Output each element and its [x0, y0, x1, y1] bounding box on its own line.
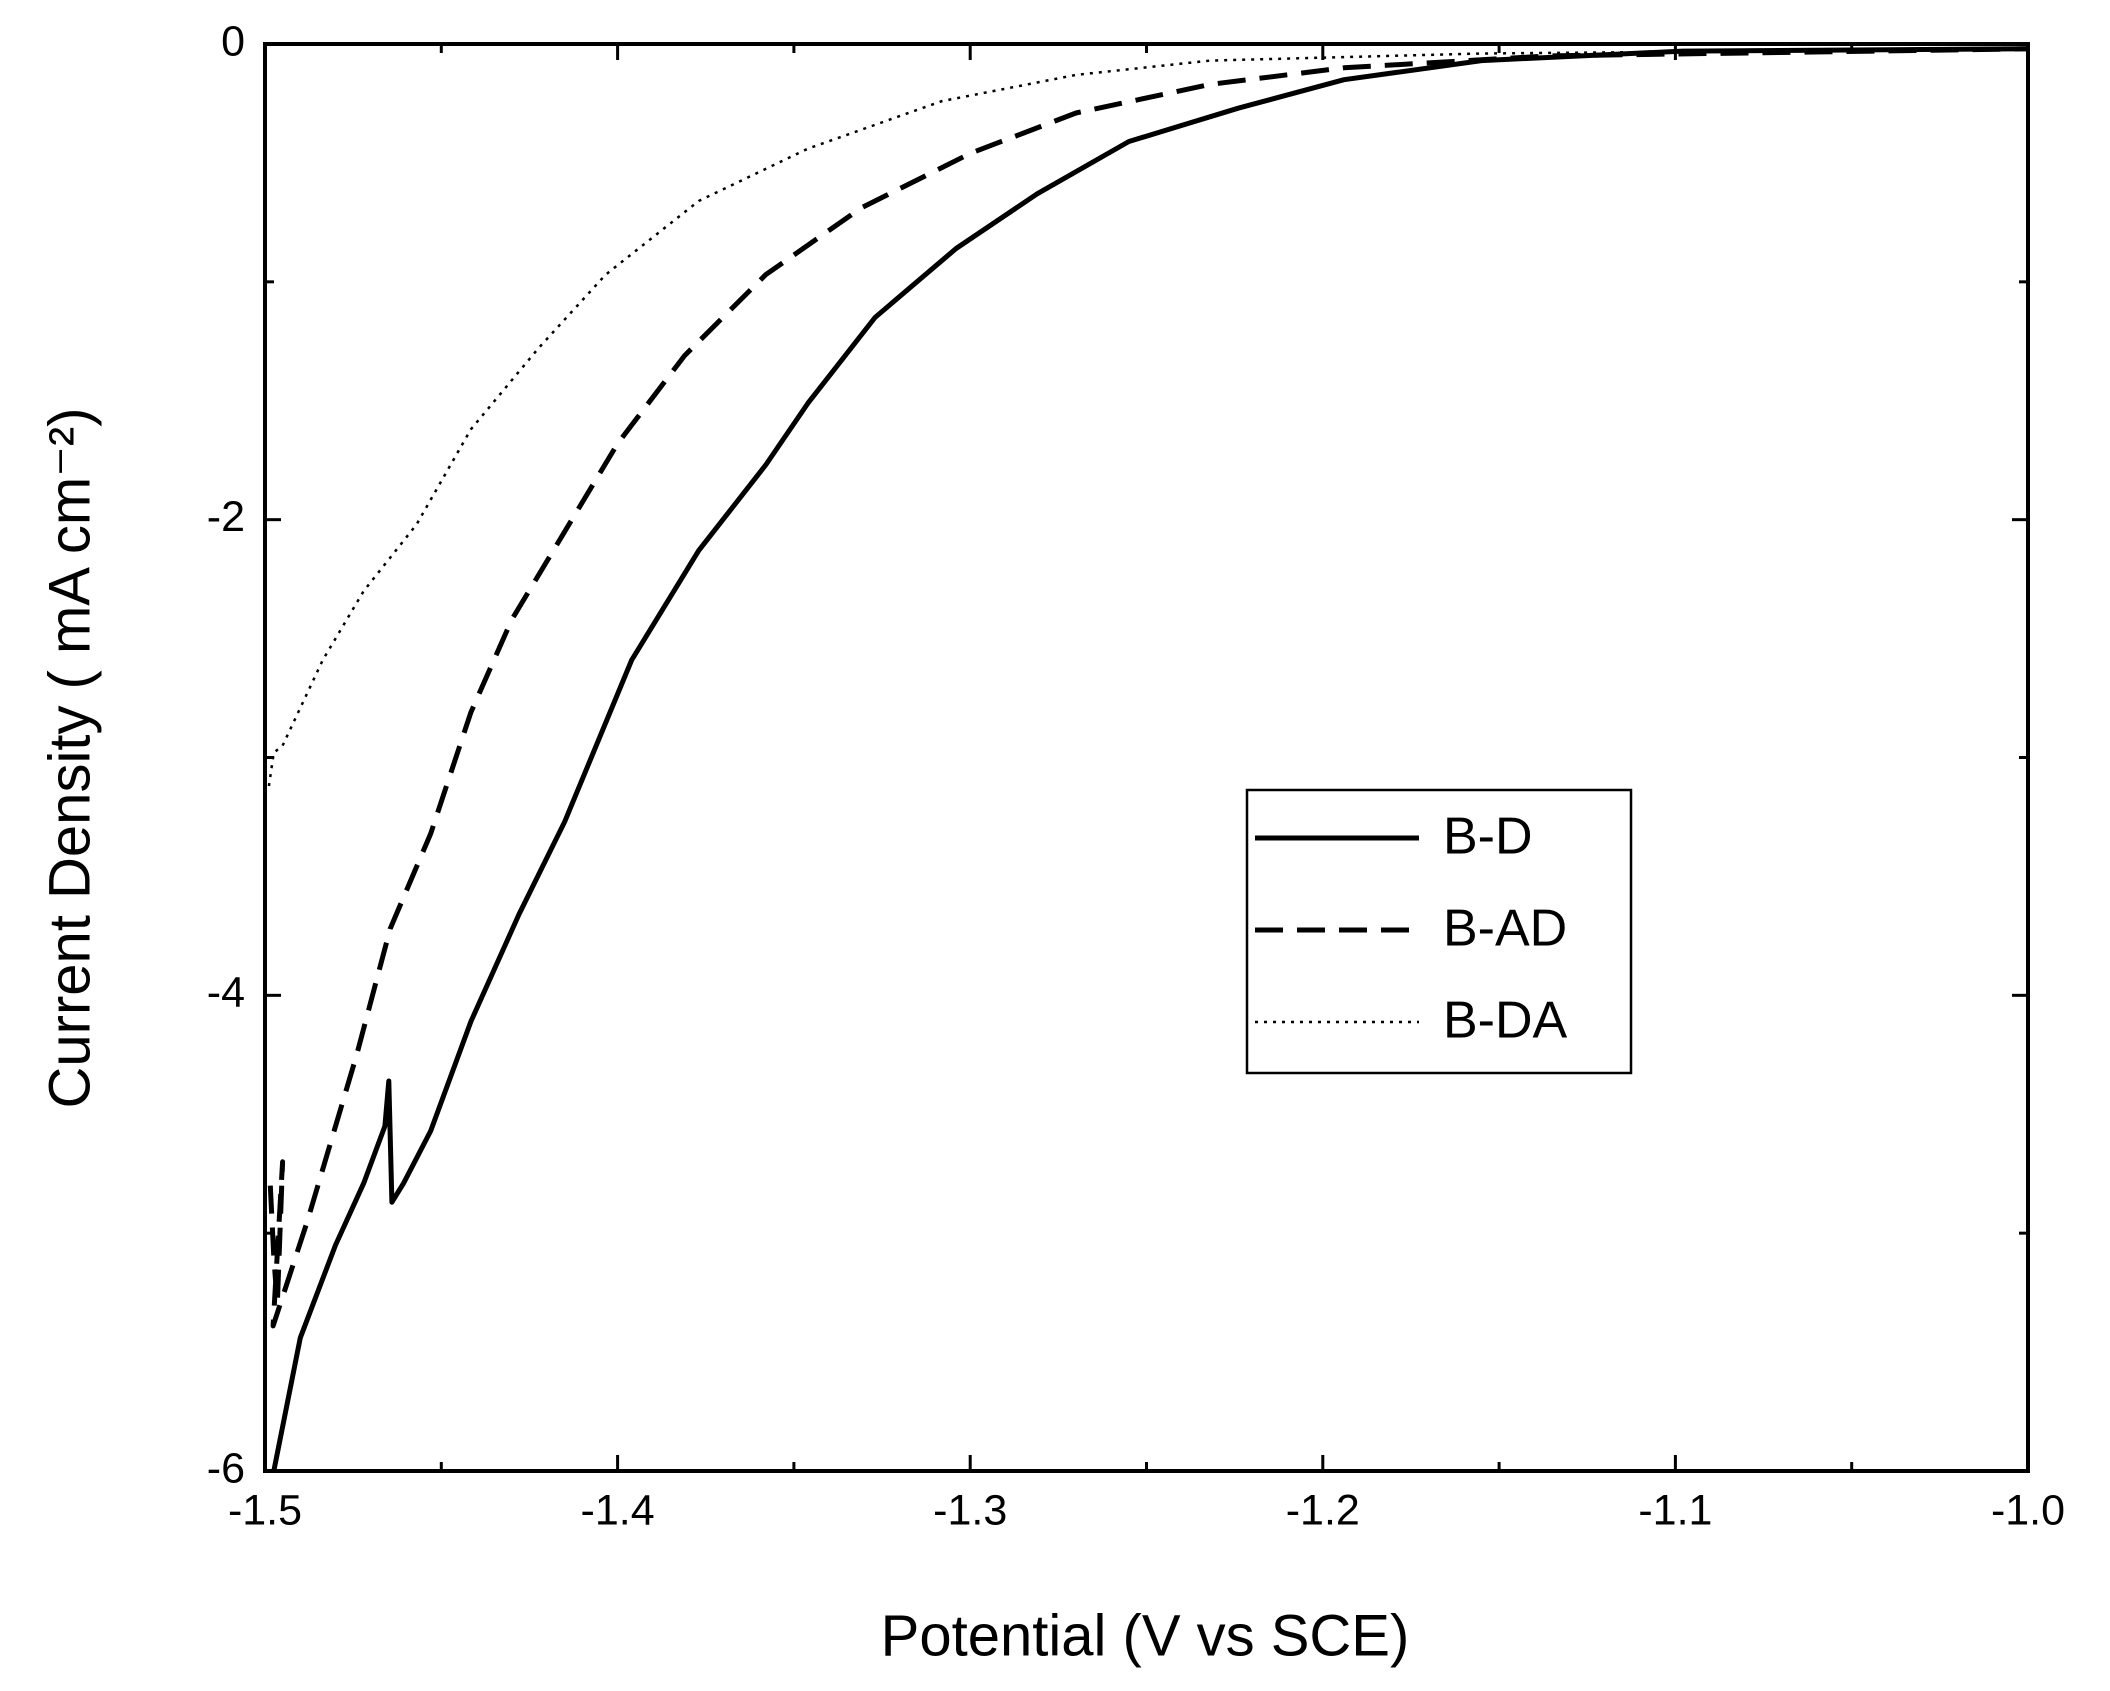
x-tick-label: -1.3 [933, 1486, 1007, 1534]
y-tick-label: 0 [221, 17, 245, 65]
legend-label: B-DA [1443, 992, 1568, 1050]
plot-frame [263, 42, 2030, 1473]
legend-label: B-D [1443, 808, 1533, 866]
y-tick-label: -4 [207, 969, 245, 1017]
legend-label: B-AD [1443, 900, 1567, 958]
series-line [267, 47, 2029, 787]
x-tick-label: -1.4 [581, 1486, 655, 1534]
series-line [267, 46, 2029, 1329]
y-axis-title: Current Density ( mA cm⁻²) [37, 408, 102, 1109]
y-tick-label: -2 [207, 493, 245, 541]
series-line [271, 46, 2029, 1472]
x-tick-label: -1.0 [1991, 1486, 2065, 1534]
x-tick-label: -1.1 [1638, 1486, 1712, 1534]
x-axis-title: Potential (V vs SCE) [881, 1603, 1410, 1668]
x-tick-label: -1.2 [1286, 1486, 1360, 1534]
y-tick-label: -6 [207, 1444, 245, 1492]
x-tick-label: -1.5 [228, 1486, 302, 1534]
